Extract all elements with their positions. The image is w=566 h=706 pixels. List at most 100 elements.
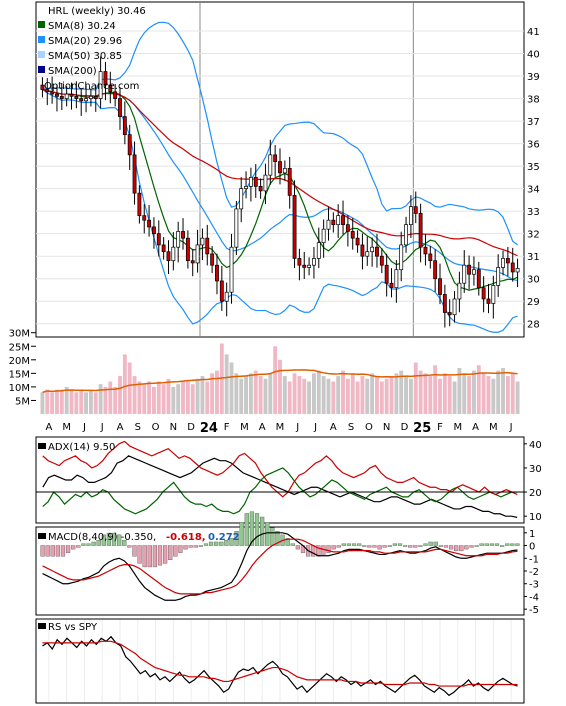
volume-bar [253,370,258,414]
candle-body [326,219,331,230]
macd-histogram-bar [387,545,392,547]
candle-body [481,287,486,300]
candle-body [190,260,195,264]
macd-histogram-bar [86,543,91,546]
sma8-swatch [38,21,45,28]
macd-histogram-bar [331,545,336,550]
candle-body [379,255,384,266]
volume-bar [171,386,176,414]
volume-bar [350,373,355,414]
volume-bar [316,370,321,414]
series-line-0 [42,635,518,697]
candle-body [282,168,287,174]
macd-histogram-bar [464,545,469,550]
volume-bar [40,392,45,414]
volume-bar [93,392,98,414]
macd-histogram-bar [45,545,50,557]
candle-body [118,98,122,117]
candle-body [161,244,166,253]
volume-bar [64,386,69,414]
macd-swatch [38,533,46,539]
candle-body [287,168,292,196]
candle-body [244,186,248,189]
month-tick-label: O [365,422,373,433]
candle-body [185,237,190,262]
month-tick-label: J [100,422,104,433]
macd-histogram-bar [244,513,249,546]
series-line-1 [42,640,518,687]
candle-body [350,231,355,239]
month-tick-label: A [330,422,337,433]
series-line-0 [42,455,518,518]
panel-tick-label: 30 [529,464,542,475]
macd-histogram-bar [311,545,316,557]
legend-title: HRL (weekly) 30.46 [48,6,146,17]
month-tick-label: F [437,422,443,433]
macd-axis: 1 0-1 -2 -3-4 -5 [524,529,539,616]
macd-histogram-bar [122,540,127,546]
rs-swatch [38,623,46,629]
candle-body [152,226,156,235]
candle-body [40,84,45,90]
macd-histogram-bar [249,511,255,546]
candle-body [452,298,457,316]
macd-histogram-bar [413,545,418,548]
volume-bar [326,378,331,414]
panel-tick-label: -2 [529,567,539,578]
volume-bar [268,373,273,414]
legend-sma50: SMA(50) 30.85 [48,51,122,62]
panel-tick-label: -3 [529,580,539,591]
volume-bar [467,376,472,414]
macd-histogram-bar [265,522,270,546]
macd-histogram-bar [433,541,438,546]
candle-body [496,267,501,286]
volume-bar [200,376,205,414]
adx-panel-frame [35,436,525,524]
volume-bar [127,362,132,414]
candle-body [316,242,321,259]
month-tick-label: A [45,422,52,433]
price-tick-label: 33 [527,207,540,218]
volume-bar [195,378,200,414]
volume-axis: 5M 10M 15M 20M 25M 30M [9,329,36,407]
macd-histogram-bar [132,545,137,557]
macd-histogram-bar [377,545,382,550]
macd-histogram-bar [260,516,265,546]
macd-lines [40,511,520,601]
macd-histogram-bar [71,545,76,550]
volume-bar [360,376,365,414]
macd-histogram-bar [500,545,505,547]
candle-body [98,71,103,99]
candle-body [219,280,224,302]
macd-histogram-bar [162,545,168,564]
legend-sma8: SMA(8) 30.24 [48,21,116,32]
volume-bar [176,384,181,414]
rs-lines [42,635,518,697]
volume-bar [98,384,103,414]
candle-body [122,116,127,135]
volume-bar [185,381,190,414]
candle-body [132,154,137,194]
month-tick-label: N [383,422,390,433]
candle-body [156,233,161,246]
candle-body [79,98,84,102]
candle-body [370,246,375,253]
panel-tick-label: -5 [529,605,539,616]
candle-body [258,186,263,192]
volume-bar [491,378,496,414]
candle-body [297,258,302,266]
month-tick-label: D [187,422,195,433]
macd-histogram-bar [489,543,495,546]
candle-body [166,251,171,262]
candle-body [113,91,118,99]
volume-bar [152,386,156,414]
candle-body [404,224,408,246]
candle-body [234,208,239,248]
candle-body [278,161,282,174]
sma200-swatch [38,66,45,73]
volume-bar [79,389,84,414]
volume-bar [515,381,520,414]
month-tick-label: A [472,422,479,433]
candle-body [239,188,244,210]
